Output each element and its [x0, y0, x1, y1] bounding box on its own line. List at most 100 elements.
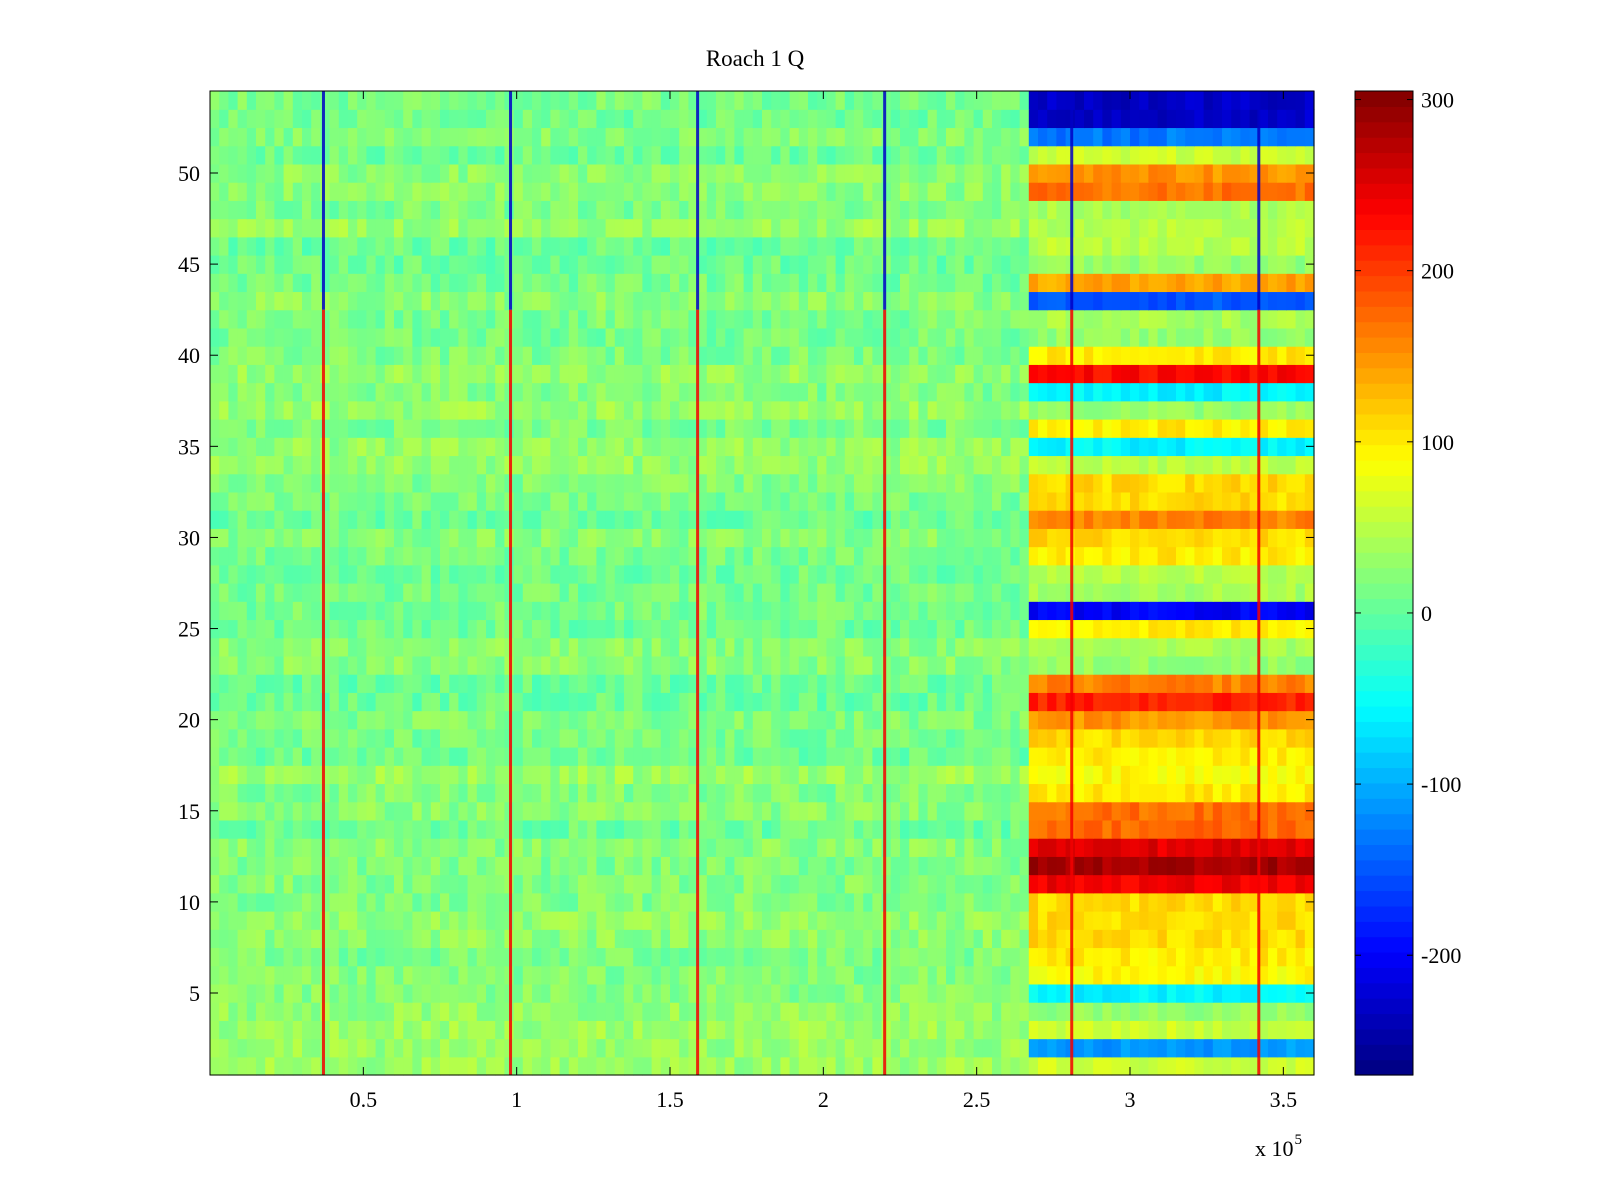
- heatmap-cell: [513, 382, 524, 402]
- heatmap-cell: [936, 929, 947, 949]
- heatmap-cell: [660, 892, 671, 912]
- heatmap-cell: [320, 911, 331, 930]
- heatmap-cell: [403, 965, 413, 985]
- heatmap-cell: [1166, 528, 1177, 548]
- heatmap-cell: [900, 1056, 910, 1076]
- heatmap-cell: [679, 765, 689, 785]
- heatmap-cell: [1222, 1038, 1232, 1058]
- heatmap-cell: [1240, 510, 1251, 529]
- heatmap-cell: [1120, 692, 1131, 712]
- heatmap-cell: [752, 1002, 763, 1021]
- heatmap-cell: [706, 929, 717, 949]
- heatmap-cell: [936, 783, 947, 803]
- heatmap-cell: [633, 419, 643, 438]
- heatmap-cell: [725, 564, 735, 584]
- heatmap-cell: [780, 419, 791, 438]
- heatmap-cell: [826, 455, 837, 475]
- heatmap-cell: [1139, 491, 1149, 511]
- heatmap-cell: [1019, 473, 1030, 493]
- heatmap-cell: [1212, 911, 1223, 930]
- heatmap-cell: [1286, 947, 1297, 967]
- heatmap-cell: [697, 346, 708, 365]
- heatmap-cell: [936, 619, 947, 639]
- heatmap-cell: [743, 419, 754, 438]
- heatmap-cell: [1102, 856, 1113, 876]
- heatmap-cell: [1120, 491, 1131, 511]
- heatmap-cell: [1074, 1038, 1085, 1058]
- heatmap-cell: [1222, 1056, 1232, 1076]
- heatmap-cell: [633, 546, 643, 566]
- heatmap-cell: [1047, 327, 1057, 347]
- heatmap-cell: [394, 400, 404, 420]
- heatmap-cell: [1028, 546, 1039, 566]
- heatmap-cell: [1240, 364, 1251, 384]
- heatmap-cell: [421, 874, 432, 894]
- heatmap-cell: [486, 346, 496, 365]
- heatmap-cell: [302, 983, 312, 1003]
- heatmap-cell: [256, 892, 266, 912]
- heatmap-cell: [826, 947, 837, 967]
- heatmap-cell: [614, 911, 625, 930]
- heatmap-cell: [1166, 655, 1177, 675]
- heatmap-cell: [476, 710, 487, 730]
- heatmap-cell: [900, 819, 910, 839]
- heatmap-cell: [550, 710, 561, 730]
- heatmap-cell: [1185, 947, 1195, 967]
- heatmap-cell: [1176, 856, 1186, 876]
- heatmap-cell: [256, 819, 266, 839]
- heatmap-cell: [348, 419, 358, 438]
- heatmap-cell: [1047, 400, 1057, 420]
- heatmap-cell: [890, 400, 901, 420]
- heatmap-cell: [817, 346, 827, 365]
- heatmap-cell: [412, 400, 423, 420]
- heatmap-cell: [651, 911, 662, 930]
- heatmap-cell: [228, 783, 239, 803]
- heatmap-cell: [587, 765, 597, 785]
- heatmap-cell: [329, 437, 340, 457]
- heatmap-cell: [578, 327, 588, 347]
- heatmap-cell: [357, 437, 367, 457]
- heatmap-cell: [219, 364, 229, 384]
- heatmap-cell: [1212, 346, 1223, 365]
- heatmap-cell: [357, 382, 367, 402]
- heatmap-cell: [495, 710, 505, 730]
- heatmap-cell: [863, 437, 873, 457]
- heatmap-cell: [421, 491, 432, 511]
- heatmap-cell: [302, 491, 312, 511]
- heatmap-cell: [357, 801, 367, 821]
- heatmap-cell: [228, 327, 239, 347]
- heatmap-cell: [1056, 947, 1067, 967]
- heatmap-cell: [743, 710, 754, 730]
- heatmap-cell: [541, 874, 551, 894]
- heatmap-cell: [495, 564, 505, 584]
- heatmap-cell: [1277, 674, 1287, 693]
- heatmap-cell: [430, 528, 441, 548]
- heatmap-cell: [246, 564, 257, 584]
- heatmap-cell: [1194, 965, 1205, 985]
- heatmap-cell: [1268, 619, 1278, 639]
- heatmap-cell: [1222, 728, 1232, 748]
- heatmap-cell: [486, 619, 496, 639]
- heatmap-cell: [522, 346, 533, 365]
- heatmap-cell: [716, 929, 726, 949]
- heatmap-cell: [918, 947, 929, 967]
- heatmap-cell: [366, 983, 377, 1003]
- heatmap-cell: [798, 710, 809, 730]
- heatmap-cell: [578, 692, 588, 712]
- heatmap-cell: [817, 637, 827, 657]
- heatmap-cell: [283, 965, 294, 985]
- heatmap-cell: [725, 983, 735, 1003]
- heatmap-cell: [863, 983, 873, 1003]
- heatmap-cell: [1047, 491, 1057, 511]
- heatmap-cell: [762, 583, 772, 602]
- heatmap-cell: [1240, 637, 1251, 657]
- heatmap-cell: [808, 838, 818, 857]
- heatmap-cell: [946, 1020, 956, 1040]
- heatmap-cell: [1166, 437, 1177, 457]
- heatmap-cell: [449, 455, 459, 475]
- heatmap-cell: [1286, 929, 1297, 949]
- heatmap-cell: [651, 528, 662, 548]
- heatmap-cell: [1157, 455, 1168, 475]
- heatmap-cell: [642, 874, 653, 894]
- heatmap-cell: [1102, 965, 1113, 985]
